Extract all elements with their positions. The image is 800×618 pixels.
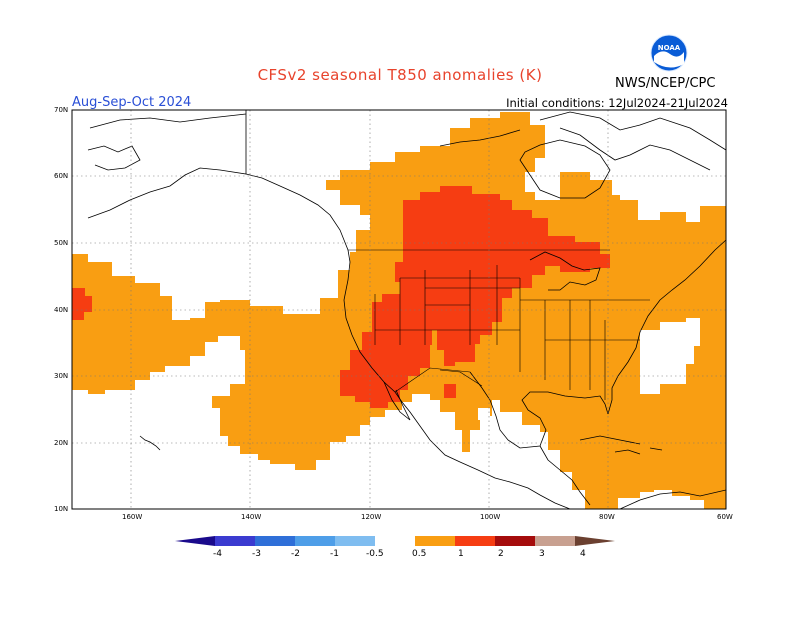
lat-label: 20N [54,439,69,447]
lat-label: 40N [54,306,69,314]
colorbar-label: -1 [330,549,339,559]
anomaly-red-region [340,186,610,408]
lon-label: 60W [717,513,733,521]
logo-text: NOAA [658,44,681,52]
season-label: Aug-Sep-Oct 2024 [72,95,192,110]
colorbar-swatch [255,536,295,546]
lon-label: 100W [480,513,501,521]
colorbar-label: -0.5 [366,549,384,559]
colorbar-swatch [415,536,455,546]
colorbar-label: -4 [213,549,222,559]
colorbar-label: 2 [498,549,504,559]
political-borders [348,249,650,400]
colorbar-swatch [215,536,255,546]
agency-label: NWS/NCEP/CPC [615,76,716,91]
colorbar-swatch [455,536,495,546]
colorbar [175,536,615,546]
map-title: CFSv2 seasonal T850 anomalies (K) [257,66,543,84]
colorbar-swatch [175,536,215,546]
colorbar-swatch [575,536,615,546]
lat-label: 50N [54,239,69,247]
lon-label: 80W [599,513,615,521]
colorbar-swatch [375,536,415,546]
colorbar-label: -3 [252,549,261,559]
lon-label: 140W [241,513,262,521]
initial-conditions: Initial conditions: 12Jul2024-21Jul2024 [506,96,728,110]
colorbar-label: 4 [580,549,586,559]
coastlines [87,110,726,509]
lon-label: 120W [361,513,382,521]
colorbar-swatch [495,536,535,546]
colorbar-label: 0.5 [412,549,427,559]
colorbar-swatch [535,536,575,546]
graticule [72,110,726,509]
lat-label: 10N [54,505,69,513]
map-frame [71,109,727,510]
lat-label: 60N [54,172,69,180]
colorbar-swatch [295,536,335,546]
colorbar-label: 3 [539,549,545,559]
lat-label: 70N [54,106,69,114]
noaa-logo: NOAA [650,34,688,72]
colorbar-label: 1 [458,549,464,559]
colorbar-swatch [335,536,375,546]
colorbar-label: -2 [291,549,300,559]
lat-label: 30N [54,372,69,380]
lon-label: 160W [122,513,143,521]
